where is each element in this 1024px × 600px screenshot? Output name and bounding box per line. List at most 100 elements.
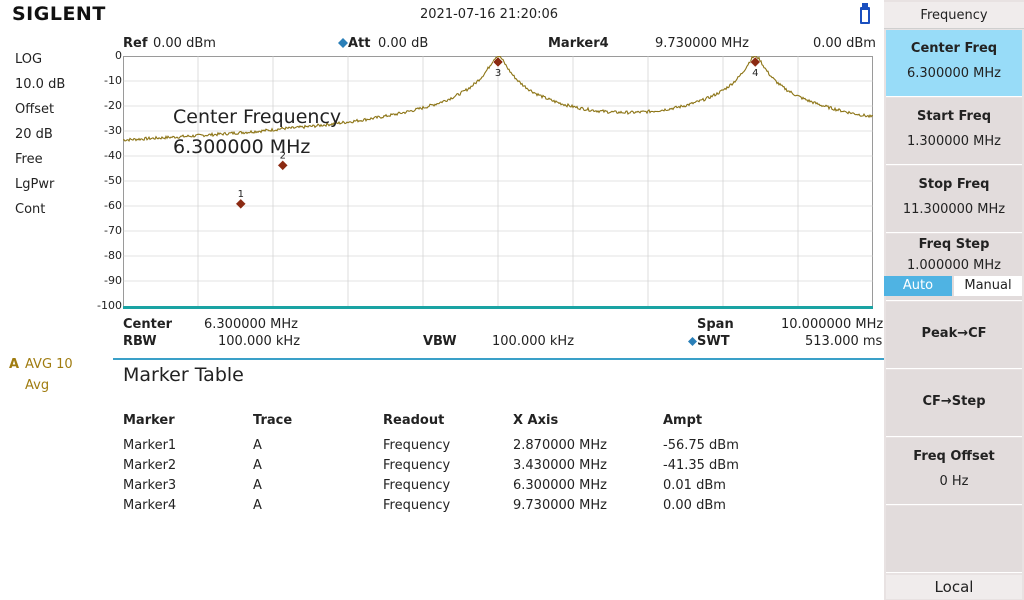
center-freq-value: 6.300000 MHz [907, 66, 1001, 81]
start-freq-value: 1.300000 MHz [907, 134, 1001, 149]
annotation-value: 6.300000 MHz [173, 136, 311, 158]
y-tick-label: -20 [104, 99, 122, 112]
usb-icon [860, 3, 870, 24]
col-header-ampt: Ampt [663, 413, 703, 428]
marker-1-label: 1 [238, 189, 244, 200]
table-cell: 0.00 dBm [663, 498, 726, 513]
table-cell: -41.35 dBm [663, 458, 739, 473]
vbw-value[interactable]: 100.000 kHz [492, 334, 575, 349]
start-freq-label: Start Freq [916, 109, 992, 124]
trigger-mode[interactable]: Free [15, 152, 43, 167]
marker-3-label: 3 [495, 68, 501, 79]
att-label: Att [348, 36, 371, 51]
ref-label: Ref [123, 36, 148, 51]
sweep-progress-bar [123, 306, 873, 309]
peak-to-cf-button[interactable]: Peak→CF [886, 302, 1022, 369]
table-cell: Marker1 [123, 438, 177, 453]
ref-value[interactable]: 0.00 dBm [153, 36, 216, 51]
y-tick-label: -50 [104, 174, 122, 187]
swt-label: SWT [697, 334, 730, 349]
sweep-mode[interactable]: Cont [15, 202, 46, 217]
table-cell: Frequency [383, 438, 451, 453]
freq-offset-button[interactable]: Freq Offset 0 Hz [886, 438, 1022, 505]
center-freq-label: Center Freq [910, 41, 998, 56]
scale-div[interactable]: 10.0 dB [15, 77, 66, 92]
freq-step-auto-toggle[interactable]: Auto [884, 276, 952, 296]
att-diamond-icon [338, 38, 348, 48]
center-value[interactable]: 6.300000 MHz [204, 317, 298, 332]
cf-to-step-button[interactable]: CF→Step [886, 370, 1022, 437]
y-tick-label: 0 [115, 49, 122, 62]
col-header-x-axis: X Axis [513, 413, 559, 428]
active-marker-freq: 9.730000 MHz [655, 36, 749, 51]
y-tick-label: -60 [104, 199, 122, 212]
table-cell: Marker2 [123, 458, 177, 473]
marker-2-diamond[interactable] [277, 160, 289, 171]
trace-label: A [9, 357, 20, 372]
offset-label: Offset [15, 102, 55, 117]
datetime: 2021-07-16 21:20:06 [420, 7, 559, 22]
marker-table-title: Marker Table [123, 364, 244, 386]
span-value[interactable]: 10.000000 MHz [781, 317, 884, 332]
table-cell: Marker3 [123, 478, 177, 493]
att-value[interactable]: 0.00 dB [378, 36, 429, 51]
span-label: Span [697, 317, 734, 332]
local-button[interactable]: Local [886, 575, 1022, 599]
table-cell: -56.75 dBm [663, 438, 739, 453]
rbw-label: RBW [123, 334, 157, 349]
scale-type[interactable]: LOG [15, 52, 43, 67]
freq-step-manual-toggle[interactable]: Manual [954, 276, 1022, 296]
swt-diamond-icon [688, 337, 697, 346]
marker-4-diamond[interactable] [749, 56, 761, 68]
trace-a-line [123, 56, 873, 142]
table-cell: Frequency [383, 498, 451, 513]
start-freq-button[interactable]: Start Freq 1.300000 MHz [886, 98, 1022, 165]
marker-3-diamond[interactable] [492, 56, 504, 68]
vbw-label: VBW [423, 334, 457, 349]
table-cell: 6.300000 MHz [513, 478, 607, 493]
marker-1-diamond[interactable] [235, 198, 247, 210]
y-tick-label: -90 [104, 274, 122, 287]
col-header-readout: Readout [383, 413, 445, 428]
swt-value[interactable]: 513.000 ms [805, 334, 883, 349]
cf-to-step-label: CF→Step [922, 394, 986, 409]
menu-title: Frequency [884, 2, 1024, 29]
stop-freq-label: Stop Freq [918, 177, 990, 192]
y-tick-label: -70 [104, 224, 122, 237]
y-tick-label: -40 [104, 149, 122, 162]
table-cell: A [253, 498, 262, 513]
freq-offset-value: 0 Hz [939, 474, 969, 489]
stop-freq-button[interactable]: Stop Freq 11.300000 MHz [886, 166, 1022, 233]
spectrum-graph[interactable]: 1 2 3 4 [123, 56, 873, 310]
y-tick-label: -10 [104, 74, 122, 87]
marker-4-label: 4 [752, 68, 758, 79]
table-cell: Marker4 [123, 498, 177, 513]
y-tick-label: -80 [104, 249, 122, 262]
table-cell: A [253, 458, 262, 473]
rbw-value[interactable]: 100.000 kHz [218, 334, 301, 349]
center-label: Center [123, 317, 173, 332]
table-cell: Frequency [383, 478, 451, 493]
freq-step-label: Freq Step [918, 237, 990, 252]
center-freq-button[interactable]: Center Freq 6.300000 MHz [886, 30, 1022, 97]
empty-softkey[interactable] [886, 506, 1022, 573]
softkey-menu: Frequency Center Freq 6.300000 MHz Start… [884, 0, 1024, 600]
table-cell: 2.870000 MHz [513, 438, 607, 453]
detector-mode[interactable]: LgPwr [15, 177, 55, 192]
freq-offset-label: Freq Offset [913, 449, 995, 464]
freq-step-value: 1.000000 MHz [907, 258, 1001, 273]
marker-2-label: 2 [280, 150, 286, 161]
offset-value[interactable]: 20 dB [15, 127, 53, 142]
active-marker-label: Marker4 [548, 36, 609, 51]
y-tick-label: -30 [104, 124, 122, 137]
trace-mode: Avg [25, 378, 50, 393]
annotation-title: Center Frequency [173, 106, 342, 128]
table-cell: 3.430000 MHz [513, 458, 607, 473]
table-cell: A [253, 478, 262, 493]
section-divider [113, 358, 884, 360]
brand-logo: SIGLENT [12, 3, 106, 25]
col-header-marker: Marker [123, 413, 175, 428]
table-cell: A [253, 438, 262, 453]
table-cell: 0.01 dBm [663, 478, 726, 493]
active-marker-ampt: 0.00 dBm [813, 36, 876, 51]
